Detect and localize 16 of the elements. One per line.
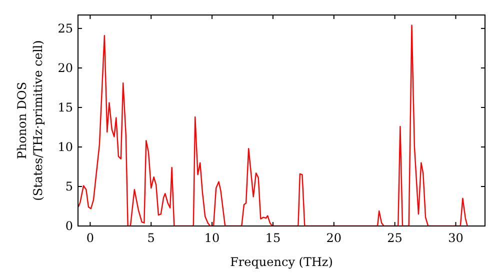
x-tick-label: 0 [86, 231, 94, 245]
x-axis-title: Frequency (THz) [230, 255, 333, 269]
x-tick-label: 15 [265, 231, 281, 245]
y-axis-title: Phonon DOS (States/THz·primitive cell) [15, 40, 45, 201]
y-tick-label: 15 [58, 100, 73, 114]
y-tick-label: 10 [58, 140, 73, 154]
x-tick-label: 5 [147, 231, 155, 245]
x-tick-label: 25 [387, 231, 402, 245]
x-tick-label: 20 [326, 231, 342, 245]
line-series [78, 24, 468, 226]
x-tick-label: 30 [448, 231, 464, 245]
y-tick-label: 25 [58, 21, 73, 36]
y-tick-label: 0 [65, 219, 73, 233]
x-tick-label: 10 [204, 231, 220, 245]
y-tick-label: 20 [58, 60, 73, 75]
y-tick-label: 5 [65, 179, 73, 194]
